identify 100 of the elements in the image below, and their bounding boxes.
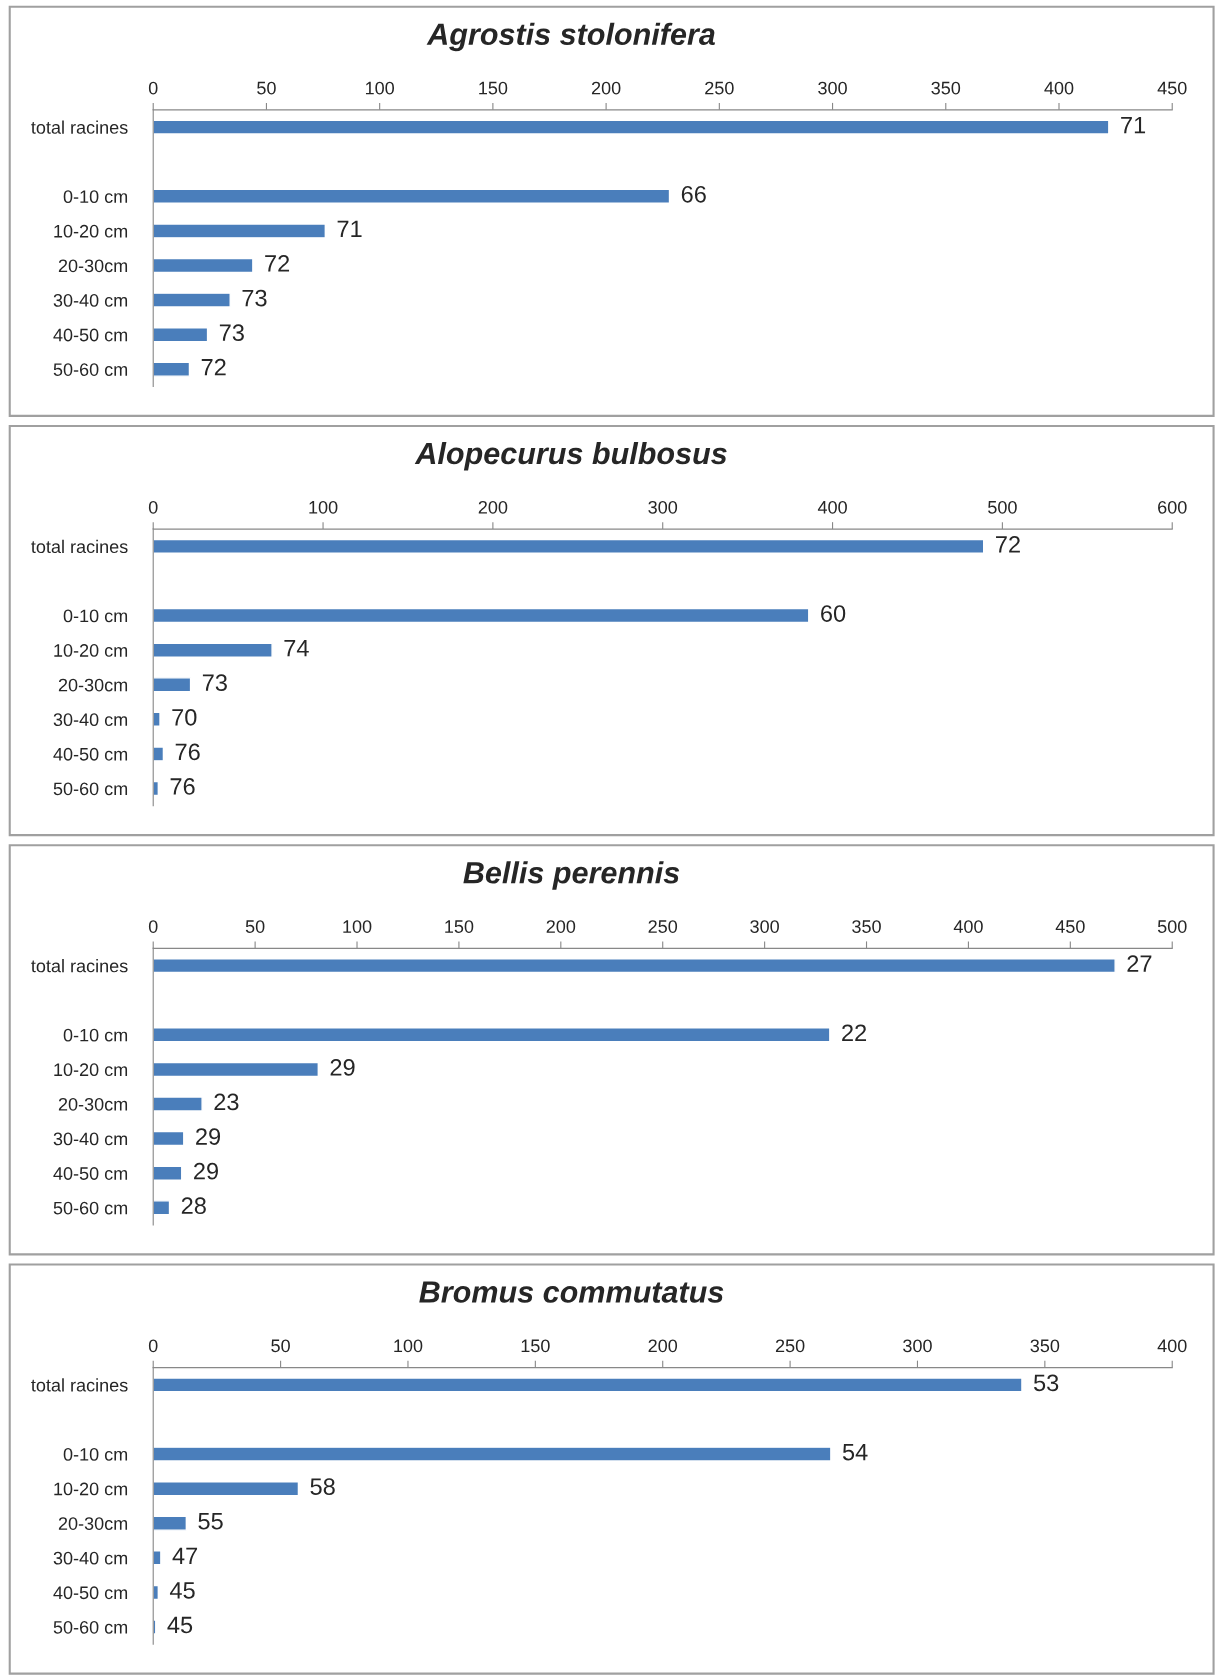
annotation: 66	[681, 185, 706, 203]
y-tick-label: 10-20 cm	[54, 224, 128, 238]
bar	[153, 642, 273, 658]
x-tick-label: 50	[257, 81, 276, 95]
bar	[153, 1200, 171, 1216]
bar	[153, 327, 209, 343]
x-tick-label: 200	[648, 1339, 678, 1353]
x-tick-label: 200	[478, 500, 508, 514]
y-tick-label: 50-60 cm	[53, 1201, 128, 1215]
chart-title: Agrostis stolonifera	[426, 22, 715, 52]
bar	[153, 746, 165, 762]
y-tick-label: 30-40 cm	[53, 1132, 128, 1146]
bar	[153, 1377, 1023, 1393]
x-tick-label: 0	[148, 1339, 158, 1353]
y-tick-label: 0-10 cm	[63, 190, 128, 204]
y-tick-label: 20-30cm	[58, 259, 128, 273]
annotation: 74	[284, 640, 309, 657]
annotation: 23	[214, 1093, 239, 1111]
x-tick-label: 300	[750, 920, 779, 933]
bar	[153, 292, 231, 308]
annotation: 27	[1127, 955, 1152, 972]
annotation: 45	[167, 1616, 193, 1634]
chart-title: Alopecurus bulbosus	[414, 441, 727, 471]
annotation: 45	[169, 1582, 195, 1599]
y-tick-label: 10-20 cm	[54, 1482, 128, 1496]
bar	[153, 538, 985, 555]
annotation: 29	[194, 1162, 218, 1180]
x-tick-label: 250	[705, 81, 734, 95]
y-tick-label: 30-40 cm	[53, 713, 128, 727]
annotation: 72	[996, 536, 1020, 553]
bar	[153, 1481, 300, 1497]
y-tick-label: 40-50 cm	[53, 328, 128, 342]
x-tick-label: 200	[591, 81, 621, 95]
y-tick-label: 30-40 cm	[53, 1551, 128, 1565]
x-tick-label: 200	[546, 920, 576, 933]
x-tick-label: 400	[1157, 1339, 1187, 1353]
x-tick-label: 150	[521, 1339, 550, 1353]
annotation: 28	[181, 1197, 206, 1215]
x-tick-label: 250	[775, 1339, 805, 1353]
bar	[153, 223, 327, 239]
y-tick-label: 30-40 cm	[53, 294, 128, 307]
x-tick-label: 450	[1055, 920, 1085, 933]
y-tick-label: 20-30cm	[58, 678, 128, 692]
x-tick-label: 350	[1030, 1339, 1060, 1353]
y-tick-label: 50-60 cm	[53, 363, 128, 376]
bar	[153, 958, 1116, 974]
y-tick-label: 40-50 cm	[53, 1167, 128, 1180]
annotation: 29	[330, 1059, 355, 1076]
y-tick-label: 0-10 cm	[63, 1028, 128, 1042]
annotation: 76	[175, 743, 200, 761]
annotation: 53	[1033, 1374, 1059, 1392]
y-tick-label: 40-50 cm	[53, 1586, 128, 1600]
bar	[153, 1446, 832, 1462]
annotation: 22	[842, 1024, 867, 1041]
x-tick-label: 50	[245, 920, 265, 933]
annotation: 58	[310, 1478, 335, 1495]
x-tick-label: 400	[817, 500, 847, 514]
y-tick-label: total racines	[31, 1378, 128, 1392]
bar	[153, 711, 161, 727]
x-tick-label: 400	[953, 920, 983, 933]
bar	[153, 1130, 185, 1147]
x-tick-label: 150	[445, 920, 474, 933]
x-tick-label: 0	[148, 81, 158, 95]
annotation: 29	[196, 1128, 221, 1145]
bar	[153, 1515, 188, 1531]
annotation: 55	[198, 1513, 223, 1530]
x-tick-label: 400	[1044, 81, 1074, 95]
y-tick-label: 20-30cm	[58, 1517, 128, 1530]
x-tick-label: 600	[1158, 500, 1187, 514]
annotation: 47	[172, 1547, 198, 1564]
bar	[153, 119, 1110, 135]
bar	[153, 1061, 319, 1078]
y-tick-label: 40-50 cm	[53, 747, 128, 761]
x-tick-label: 500	[988, 500, 1017, 514]
y-tick-label: 0-10 cm	[63, 609, 128, 623]
x-tick-label: 500	[1157, 920, 1187, 933]
x-tick-label: 300	[903, 1339, 932, 1353]
x-tick-label: 100	[394, 1339, 423, 1353]
annotation: 54	[842, 1443, 868, 1461]
x-tick-label: 350	[931, 81, 961, 95]
y-tick-label: 0-10 cm	[63, 1448, 128, 1461]
x-tick-label: 300	[648, 500, 678, 514]
bar	[153, 361, 191, 377]
y-tick-label: 50-60 cm	[53, 1620, 128, 1634]
annotation: 73	[202, 674, 227, 692]
x-tick-label: 300	[818, 81, 847, 95]
annotation: 70	[172, 708, 197, 726]
x-tick-label: 100	[309, 500, 338, 514]
x-tick-label: 350	[852, 920, 881, 933]
annotation: 76	[170, 778, 195, 795]
y-tick-label: total racines	[31, 959, 128, 973]
x-tick-label: 250	[648, 920, 678, 933]
y-tick-label: 10-20 cm	[54, 1063, 128, 1077]
x-tick-label: 50	[271, 1339, 290, 1353]
annotation: 71	[1121, 117, 1146, 134]
y-tick-label: total racines	[31, 539, 128, 554]
x-tick-label: 0	[148, 500, 158, 514]
bar	[153, 607, 810, 624]
annotation: 71	[337, 220, 362, 238]
annotation: 72	[265, 255, 290, 272]
